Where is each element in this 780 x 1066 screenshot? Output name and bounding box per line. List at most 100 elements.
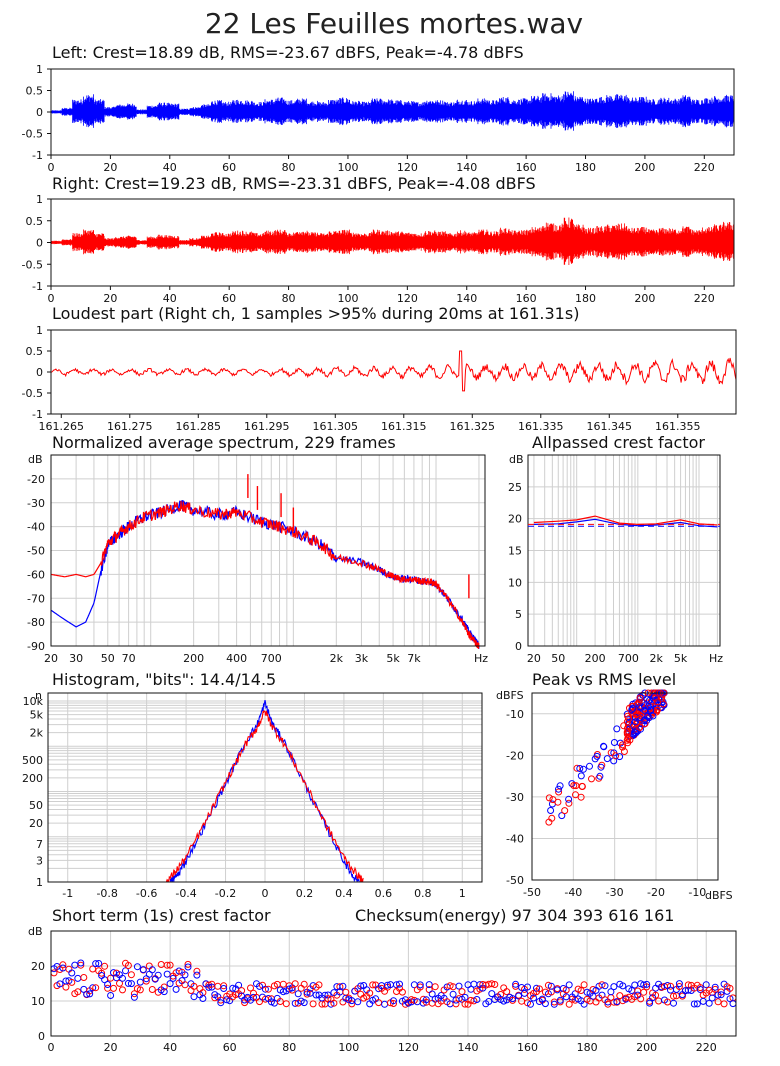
crest-point xyxy=(461,993,469,1001)
crest-point xyxy=(238,987,246,995)
y-tick-label: 10 xyxy=(31,995,45,1008)
scatter-point xyxy=(597,763,605,771)
crest-point xyxy=(521,989,528,997)
x-tick-label: 161.325 xyxy=(450,420,496,433)
scatter-point xyxy=(593,752,601,760)
x-tick-label: 161.315 xyxy=(381,420,427,433)
crest-point xyxy=(190,993,198,1001)
waveform-trace xyxy=(50,91,735,131)
y-tick-label: -10 xyxy=(506,708,524,721)
scatter-point xyxy=(624,735,632,743)
x-tick-label: 140 xyxy=(457,1041,478,1054)
crest-point xyxy=(619,982,627,990)
left-channel-title: Left: Crest=18.89 dB, RMS=-23.67 dBFS, P… xyxy=(52,43,524,62)
x-tick-label: 80 xyxy=(282,161,296,174)
scatter-point xyxy=(600,742,607,750)
y-tick-label: 0 xyxy=(515,640,522,653)
scatter-point xyxy=(545,818,553,826)
crest-point xyxy=(130,993,138,1001)
crest-point xyxy=(110,969,117,977)
crest-point xyxy=(348,1000,356,1008)
crest-point xyxy=(428,990,436,998)
crest-point xyxy=(148,966,156,974)
scatter-point xyxy=(637,704,645,712)
crest-point xyxy=(107,992,115,999)
x-tick-label: 20 xyxy=(103,161,117,174)
y-tick-label: 0 xyxy=(38,1030,45,1043)
loudest-part-panel: Loudest part (Right ch, 1 samples >95% d… xyxy=(22,304,737,433)
crest-point xyxy=(187,987,195,994)
histogram-line xyxy=(165,710,364,883)
crest-point xyxy=(491,981,499,988)
scatter-point xyxy=(558,812,566,820)
crest-point xyxy=(684,981,692,989)
histogram-title: Histogram, "bits": 14.4/14.5 xyxy=(52,670,276,689)
x-tick-label: -0.8 xyxy=(96,887,117,900)
crest-point xyxy=(598,981,606,989)
crest-point xyxy=(524,983,531,991)
crest-point xyxy=(449,990,457,998)
x-tick-label: -50 xyxy=(523,886,541,899)
crest-point xyxy=(220,982,228,990)
crest-point xyxy=(148,986,156,993)
crest-point xyxy=(130,990,138,998)
crest-point xyxy=(276,998,284,1005)
scatter-point xyxy=(629,704,637,712)
x-tick-label: 40 xyxy=(163,292,177,305)
crest-point xyxy=(726,995,734,1003)
scatter-point xyxy=(555,785,562,793)
histogram-ylabel: n xyxy=(35,689,42,702)
crest-point xyxy=(416,983,424,991)
y-tick-label: -40 xyxy=(27,521,45,534)
plot-frame xyxy=(50,68,735,156)
crest-point xyxy=(473,996,481,1003)
crest-point xyxy=(643,980,651,988)
crest-point xyxy=(416,981,424,989)
scatter-point xyxy=(616,739,624,747)
crest-point xyxy=(95,960,103,967)
crest-point xyxy=(303,990,311,998)
crest-point xyxy=(637,995,645,1003)
crest-point xyxy=(300,999,308,1007)
x-tick-label: 161.335 xyxy=(518,420,564,433)
plot-frame xyxy=(527,454,721,647)
x-tick-label: 200 xyxy=(585,652,606,665)
allpassed-ylabel: dB xyxy=(509,453,524,466)
x-tick-label: 161.345 xyxy=(587,420,633,433)
crest-point xyxy=(515,992,523,1000)
crest-point xyxy=(223,996,231,1004)
crest-point xyxy=(163,970,171,978)
x-tick-label: -0.4 xyxy=(175,887,196,900)
crest-point xyxy=(104,981,112,988)
crest-point xyxy=(711,985,719,993)
loudest-trace xyxy=(50,350,737,392)
y-tick-label: 20 xyxy=(31,960,45,973)
y-tick-label: -1 xyxy=(32,149,43,162)
crest-point xyxy=(354,998,362,1006)
crest-point xyxy=(407,996,415,1004)
y-tick-label: 50 xyxy=(29,799,43,812)
crest-point xyxy=(193,971,201,979)
y-tick-label: -20 xyxy=(27,473,45,486)
crest-point xyxy=(652,991,660,999)
crest-point xyxy=(711,983,719,991)
crest-point xyxy=(485,998,493,1005)
x-tick-label: 161.295 xyxy=(244,420,290,433)
y-tick-label: -1 xyxy=(32,408,43,421)
plot-frame xyxy=(47,692,483,883)
scatter-point xyxy=(644,703,652,711)
crest-point xyxy=(562,986,570,994)
scatter-point xyxy=(643,695,651,703)
x-tick-label: 160 xyxy=(516,161,537,174)
crest-point xyxy=(702,981,710,989)
series-line xyxy=(533,515,718,526)
x-tick-label: -1 xyxy=(62,887,73,900)
crest-point xyxy=(714,998,722,1006)
y-tick-label: 3 xyxy=(36,854,43,867)
scatter-point xyxy=(565,799,573,807)
x-tick-label: 0 xyxy=(48,292,55,305)
crest-point xyxy=(339,982,347,990)
y-tick-label: 2k xyxy=(30,727,44,740)
scatter-point xyxy=(577,793,585,801)
plot-frame xyxy=(50,329,737,415)
